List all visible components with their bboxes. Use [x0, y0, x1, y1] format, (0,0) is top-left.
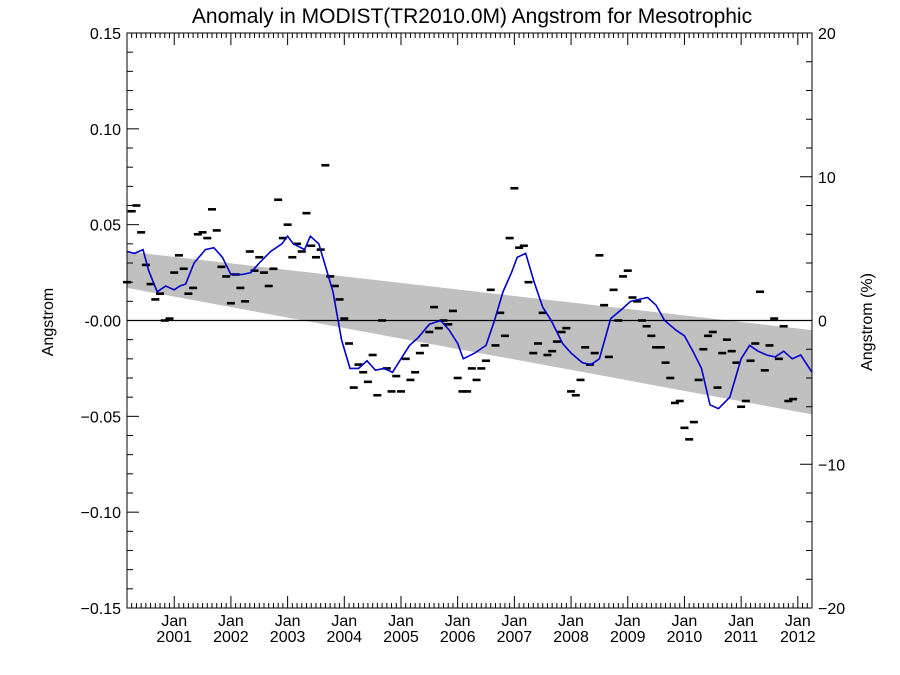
y-axis-label: Angstrom — [40, 288, 57, 356]
y2-tick-label: 20 — [818, 26, 836, 43]
x-tick-year: 2008 — [553, 629, 589, 646]
x-tick-year: 2011 — [724, 629, 759, 646]
y2-tick-label: 10 — [818, 170, 836, 187]
y-tick-label: −0.05 — [81, 409, 122, 426]
y-tick-label: 0.15 — [90, 26, 121, 43]
x-tick-month: Jan — [388, 613, 414, 630]
x-tick-year: 2012 — [780, 629, 816, 646]
y2-tick-label: −10 — [818, 457, 845, 474]
x-tick-month: Jan — [785, 613, 811, 630]
x-tick-month: Jan — [672, 613, 698, 630]
trend-band — [127, 251, 812, 415]
y-tick-label: 0.10 — [90, 122, 121, 139]
x-tick-month: Jan — [728, 613, 754, 630]
x-tick-year: 2009 — [610, 629, 646, 646]
x-tick-month: Jan — [218, 613, 244, 630]
smoothed-line — [126, 234, 813, 410]
y-tick-label: −0.15 — [81, 601, 122, 618]
x-tick-month: Jan — [615, 613, 641, 630]
y-tick-label: −0.10 — [81, 505, 122, 522]
x-tick-year: 2004 — [327, 629, 363, 646]
x-tick-month: Jan — [275, 613, 301, 630]
x-tick-month: Jan — [331, 613, 357, 630]
x-tick-year: 2010 — [667, 629, 703, 646]
x-tick-month: Jan — [558, 613, 584, 630]
x-tick-year: 2003 — [270, 629, 306, 646]
chart-title: Anomaly in MODIST(TR2010.0M) Angstrom fo… — [192, 5, 752, 28]
plot-area: 0.150.100.05-0.00−0.05−0.10−0.1520100−10… — [81, 26, 846, 646]
x-tick-year: 2001 — [156, 629, 192, 646]
x-tick-month: Jan — [161, 613, 187, 630]
x-tick-year: 2006 — [440, 629, 476, 646]
y-tick-label: -0.00 — [85, 314, 122, 331]
x-tick-month: Jan — [445, 613, 471, 630]
y-tick-label: 0.05 — [90, 218, 121, 235]
x-tick-month: Jan — [501, 613, 527, 630]
x-tick-year: 2005 — [383, 629, 419, 646]
y2-axis-label: Angstrom (%) — [859, 273, 876, 371]
y2-tick-label: −20 — [818, 601, 845, 618]
x-tick-year: 2002 — [213, 629, 249, 646]
x-tick-year: 2007 — [497, 629, 533, 646]
y2-tick-label: 0 — [818, 314, 827, 331]
